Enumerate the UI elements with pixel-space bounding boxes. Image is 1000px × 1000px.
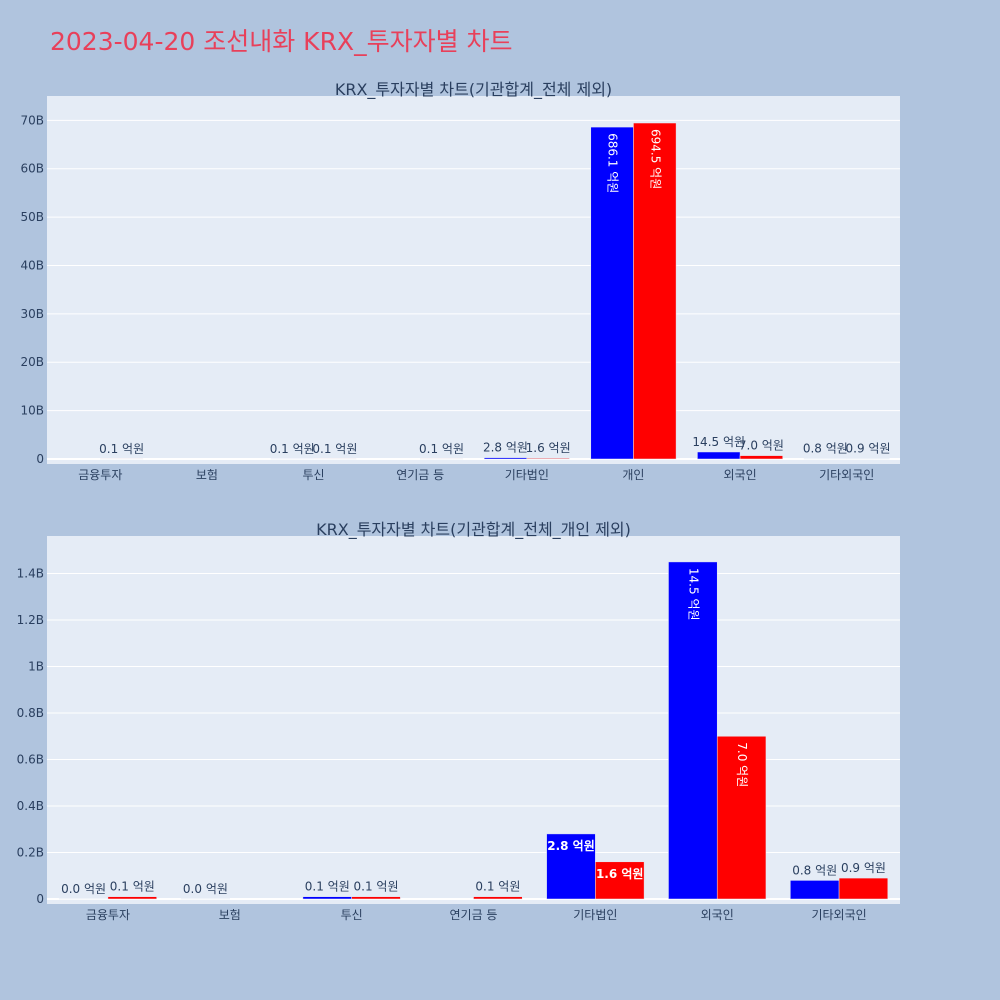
y-tick-label: 60B — [20, 162, 44, 176]
y-tick-label: 50B — [20, 210, 44, 224]
x-tick-label: 금융투자 — [86, 908, 130, 922]
bar-sell — [633, 122, 677, 460]
chart-1-top: 0 10B 20B 30B 40B 50B 60B 70B KRX_투자자별 차트(기관합계_전… — [20, 80, 900, 482]
data-label: 1.6 억원 — [596, 867, 644, 881]
data-label: 0.0 억원 — [61, 882, 106, 896]
y-tick-label: 1.4B — [17, 567, 44, 581]
data-label: 0.1 억원 — [270, 442, 315, 456]
data-label: 0.1 억원 — [312, 442, 357, 456]
data-label: 0.1 억원 — [99, 442, 144, 456]
x-tick-label: 보험 — [219, 908, 241, 922]
bar-sell — [716, 736, 767, 900]
data-label: 0.8 억원 — [792, 863, 837, 877]
data-label: 14.5 억원 — [692, 435, 745, 449]
y-tick-label: 40B — [20, 258, 44, 272]
chart-title: KRX_투자자별 차트(기관합계_전체_개인 제외) — [316, 520, 631, 540]
bar-buy — [790, 880, 840, 900]
chart-title: KRX_투자자별 차트(기관합계_전체 제외) — [335, 80, 612, 100]
x-tick-label: 기타법인 — [573, 908, 617, 922]
data-label: 14.5 억원 — [686, 568, 700, 621]
chart-2-bottom: 0 0.2B 0.4B 0.6B 0.8B 1B 1.2B 1.4B KRX_투자자별 차트(기… — [17, 520, 900, 922]
bar-sell — [526, 457, 570, 460]
data-label: 686.1 억원 — [606, 133, 620, 193]
data-label: 694.5 억원 — [648, 129, 662, 189]
x-tick-label: 연기금 등 — [396, 468, 444, 482]
bar-sell — [107, 896, 157, 900]
x-tick-label: 기타법인 — [505, 468, 549, 482]
data-label: 0.1 억원 — [419, 442, 464, 456]
x-tick-label: 기타외국인 — [819, 468, 874, 482]
data-label: 7.0 억원 — [735, 742, 749, 787]
data-label: 1.6 억원 — [526, 441, 571, 455]
y-tick-label: 70B — [20, 113, 44, 127]
y-tick-label: 30B — [20, 307, 44, 321]
data-label: 0.9 억원 — [841, 861, 886, 875]
x-tick-label: 외국인 — [724, 468, 757, 482]
plot-background — [47, 96, 900, 464]
x-tick-label: 금융투자 — [78, 468, 122, 482]
data-label: 0.8 억원 — [803, 442, 848, 456]
x-tick-label: 외국인 — [701, 908, 734, 922]
bar-sell — [838, 877, 889, 900]
y-tick-label: 0 — [36, 892, 44, 906]
x-tick-label: 개인 — [622, 468, 644, 482]
y-tick-label: 0.6B — [17, 753, 44, 767]
data-label: 0.1 억원 — [475, 880, 520, 894]
bar-buy — [590, 126, 634, 460]
data-label: 0.1 억원 — [354, 880, 399, 894]
bar-sell — [739, 455, 783, 460]
bar-sell — [595, 861, 645, 900]
y-tick-label: 0.4B — [17, 799, 44, 813]
data-label: 0.0 억원 — [183, 882, 228, 896]
data-label: 7.0 억원 — [739, 439, 784, 453]
x-tick-label: 기타외국인 — [811, 908, 866, 922]
bar-buy — [302, 896, 352, 900]
bar-buy — [697, 451, 741, 460]
bar-sell — [351, 896, 401, 900]
y-tick-label: 1.2B — [17, 613, 44, 627]
y-tick-label: 0.8B — [17, 706, 44, 720]
x-tick-label: 연기금 등 — [450, 908, 498, 922]
y-tick-label: 10B — [20, 404, 44, 418]
bar-buy — [546, 833, 596, 900]
bar-buy — [483, 457, 528, 460]
y-tick-label: 20B — [20, 355, 44, 369]
data-label: 0.1 억원 — [110, 880, 155, 894]
bar-sell — [473, 896, 523, 900]
x-tick-label: 보험 — [196, 468, 218, 482]
data-label: 2.8 억원 — [483, 441, 528, 455]
y-tick-label: 1B — [28, 660, 44, 674]
page-title: 2023-04-20 조선내화 KRX_투자자별 차트 — [50, 27, 513, 56]
data-label: 0.1 억원 — [305, 880, 350, 894]
x-tick-label: 투신 — [341, 908, 363, 922]
x-tick-label: 투신 — [303, 468, 325, 482]
data-label: 2.8 억원 — [547, 839, 595, 853]
y-tick-label: 0.2B — [17, 846, 44, 860]
y-tick-label: 0 — [36, 452, 44, 466]
data-label: 0.9 억원 — [846, 442, 891, 456]
bar-buy — [668, 561, 718, 900]
plot-background — [47, 536, 900, 904]
